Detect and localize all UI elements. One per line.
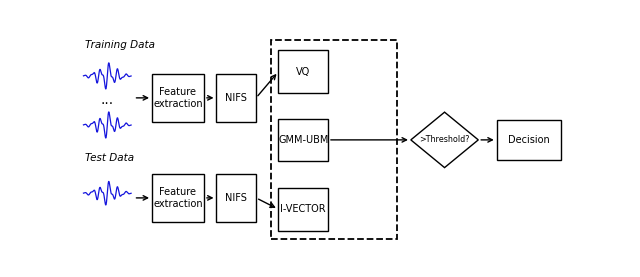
Text: GMM-UBM: GMM-UBM [278,135,328,145]
Text: ...: ... [100,93,114,107]
FancyBboxPatch shape [278,119,328,161]
FancyBboxPatch shape [216,174,256,222]
Text: VQ: VQ [296,67,310,77]
FancyBboxPatch shape [152,74,204,122]
FancyBboxPatch shape [216,74,256,122]
FancyBboxPatch shape [278,188,328,230]
Text: Feature
extraction: Feature extraction [153,87,203,109]
Text: NIFS: NIFS [225,193,247,203]
Text: Feature
extraction: Feature extraction [153,187,203,209]
FancyBboxPatch shape [152,174,204,222]
Text: Test Data: Test Data [85,153,134,163]
Text: I-VECTOR: I-VECTOR [280,204,326,214]
Text: NIFS: NIFS [225,93,247,103]
FancyBboxPatch shape [278,50,328,93]
Text: Training Data: Training Data [85,40,155,50]
Text: Decision: Decision [508,135,550,145]
Text: >Threshold?: >Threshold? [419,135,470,144]
FancyBboxPatch shape [497,120,561,160]
